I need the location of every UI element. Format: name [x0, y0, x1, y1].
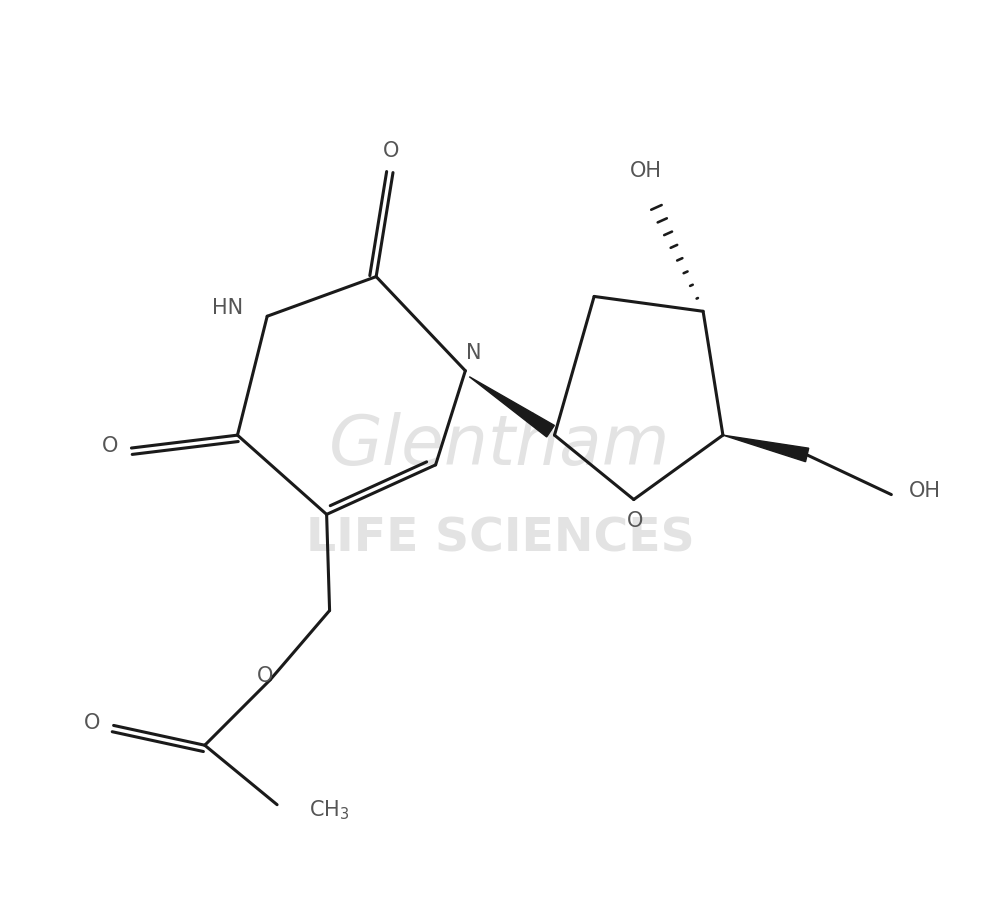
Text: OH: OH — [909, 481, 941, 500]
Text: OH: OH — [630, 160, 662, 181]
Text: O: O — [257, 666, 273, 686]
Text: O: O — [101, 436, 118, 456]
Text: O: O — [627, 511, 643, 531]
Text: O: O — [84, 714, 100, 734]
Text: LIFE SCIENCES: LIFE SCIENCES — [306, 517, 694, 562]
Polygon shape — [469, 377, 554, 436]
Text: Glentham: Glentham — [329, 411, 671, 479]
Polygon shape — [723, 435, 809, 462]
Text: N: N — [466, 343, 481, 363]
Text: HN: HN — [212, 298, 243, 319]
Text: CH$_3$: CH$_3$ — [309, 799, 349, 823]
Text: O: O — [383, 140, 399, 161]
